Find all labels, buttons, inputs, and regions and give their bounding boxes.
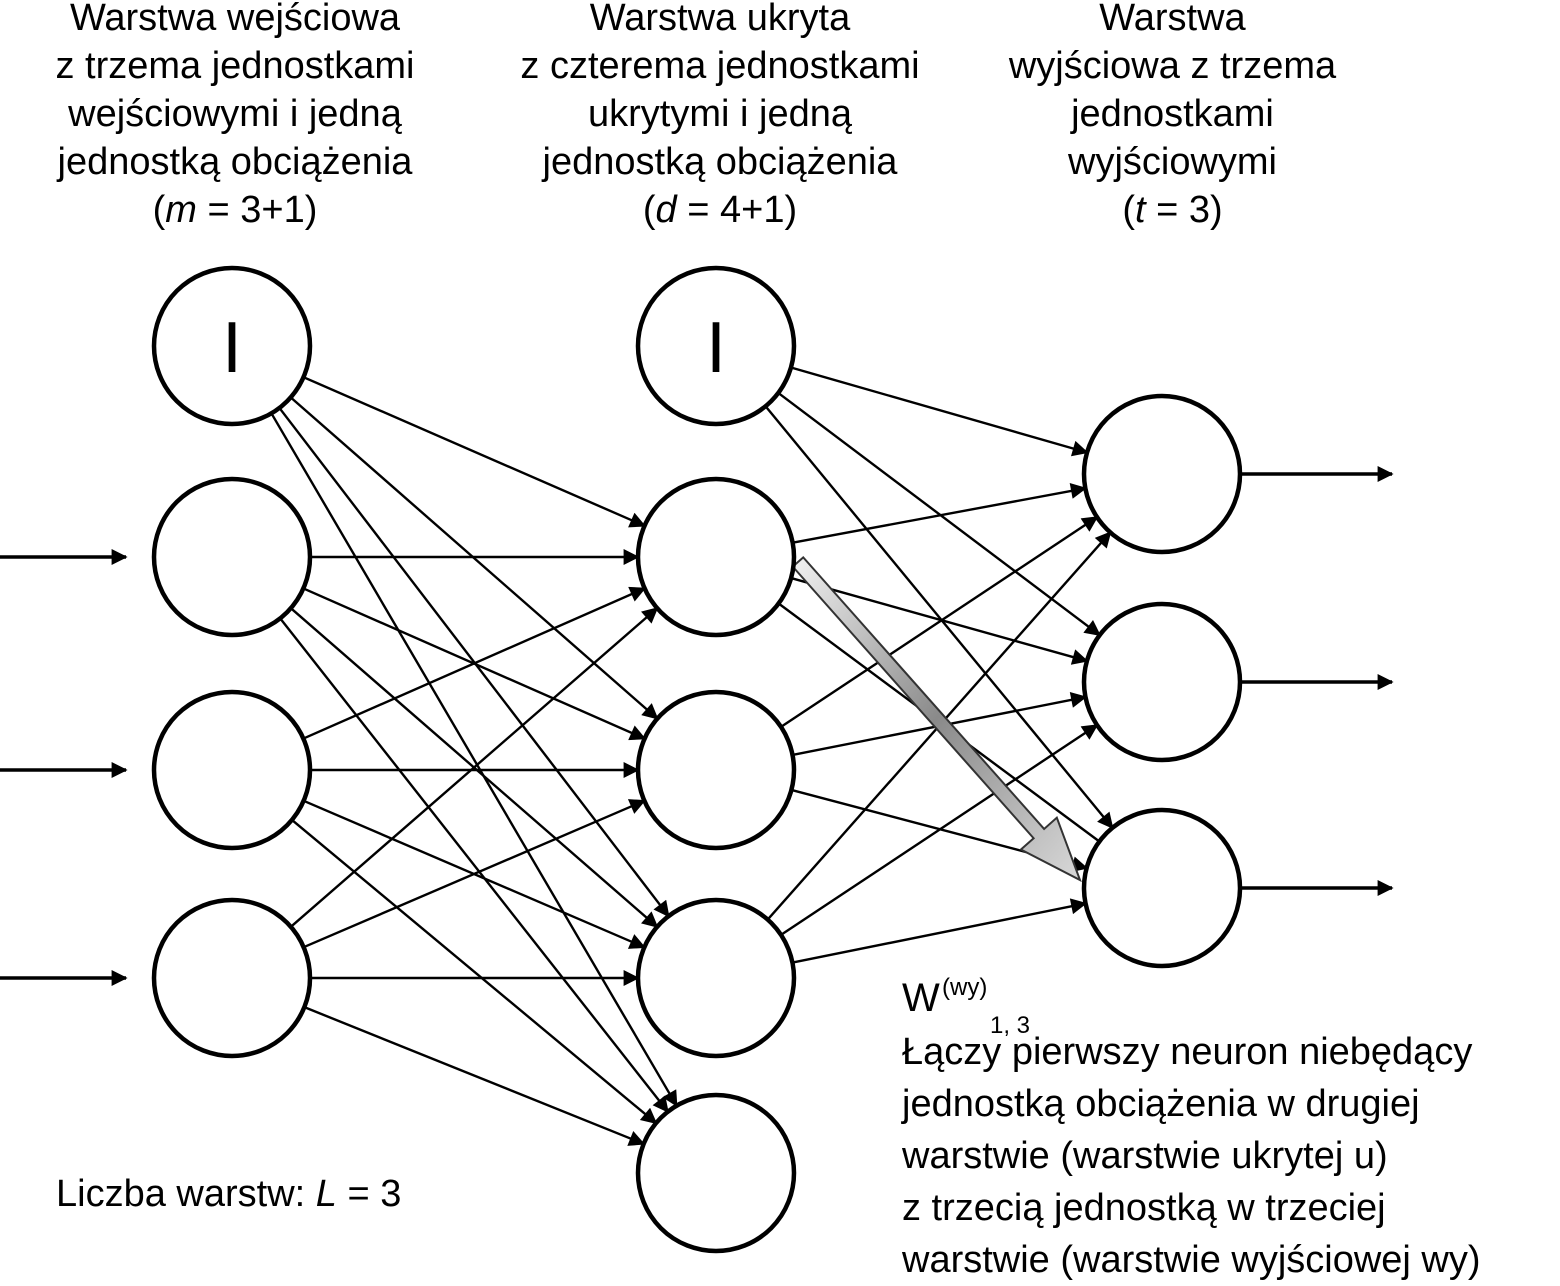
weight-symbol: W (wy) 1, 3 xyxy=(902,966,1557,1039)
hidden-neuron-3 xyxy=(635,897,797,1059)
weight-symbol-base: W xyxy=(902,976,940,1020)
input-bias-neuron-bias-label: I xyxy=(222,308,242,388)
input-neuron-2 xyxy=(151,689,313,851)
connection-input2-hidden1 xyxy=(302,586,647,740)
connection-input0-hidden3 xyxy=(278,407,670,918)
layer-count-label: Liczba warstw: L = 3 xyxy=(56,1173,402,1215)
connection-hidden3-output3 xyxy=(792,898,1088,964)
io-arrows xyxy=(0,466,1394,986)
connection-input0-hidden1 xyxy=(303,376,646,528)
input-neuron-1 xyxy=(151,476,313,638)
output-neuron-2 xyxy=(1081,601,1243,763)
weight-symbol-superscript: (wy) xyxy=(942,974,988,1001)
output-layer-title: Warstwa wyjściowa z trzema jednostkami w… xyxy=(965,0,1380,234)
connection-hidden2-output1 xyxy=(780,516,1099,728)
hidden-bias-neuron xyxy=(635,265,797,427)
output-layer-formula: (t = 3) xyxy=(1122,189,1223,231)
weight-symbol-subscript: 1, 3 xyxy=(990,1012,1031,1039)
input-neuron-3 xyxy=(151,897,313,1059)
input-layer-title: Warstwa wejściowa z trzema jednostkami w… xyxy=(10,0,460,234)
connection-input1-hidden4 xyxy=(279,617,669,1113)
connection-input0-hidden4 xyxy=(270,412,678,1108)
connection-hidden0-output1 xyxy=(790,366,1089,457)
output-neuron-3 xyxy=(1081,807,1243,969)
input-layer-formula: (m = 3+1) xyxy=(152,189,318,231)
connection-hidden1-output1 xyxy=(792,483,1087,544)
connection-input3-hidden2 xyxy=(303,799,646,949)
connection-input2-hidden4 xyxy=(291,818,658,1125)
connection-hidden0-output2 xyxy=(777,391,1101,637)
highlighted-weight-shape xyxy=(791,555,1082,883)
input-bias-neuron xyxy=(151,265,313,427)
weight-annotation: W (wy) 1, 3 Łączy pierwszy neuron niebęd… xyxy=(902,966,1557,1286)
connection-hidden0-output3 xyxy=(764,405,1114,830)
hidden-bias-neuron-bias-label: I xyxy=(706,308,726,388)
weight-annotation-description: Łączy pierwszy neuron niebędący jednostk… xyxy=(902,1031,1481,1281)
input-layer-title-text: Warstwa wejściowa z trzema jednostkami w… xyxy=(55,0,415,183)
output-layer-title-text: Warstwa wyjściowa z trzema jednostkami w… xyxy=(1008,0,1337,183)
highlighted-weight-arrow xyxy=(791,555,1082,883)
hidden-layer-title-text: Warstwa ukryta z czterema jednostkami uk… xyxy=(520,0,920,183)
connection-hidden3-output2 xyxy=(780,724,1099,936)
hidden-layer-formula: (d = 4+1) xyxy=(642,189,798,231)
hidden-neuron-4 xyxy=(635,1092,797,1254)
hidden-neuron-2 xyxy=(635,689,797,851)
hidden-neuron-1 xyxy=(635,476,797,638)
connection-input3-hidden4 xyxy=(303,1006,646,1146)
hidden-layer-title: Warstwa ukryta z czterema jednostkami uk… xyxy=(480,0,960,234)
output-neuron-1 xyxy=(1081,393,1243,555)
connection-input3-hidden1 xyxy=(290,607,659,928)
connection-hidden1-output2 xyxy=(790,576,1089,665)
